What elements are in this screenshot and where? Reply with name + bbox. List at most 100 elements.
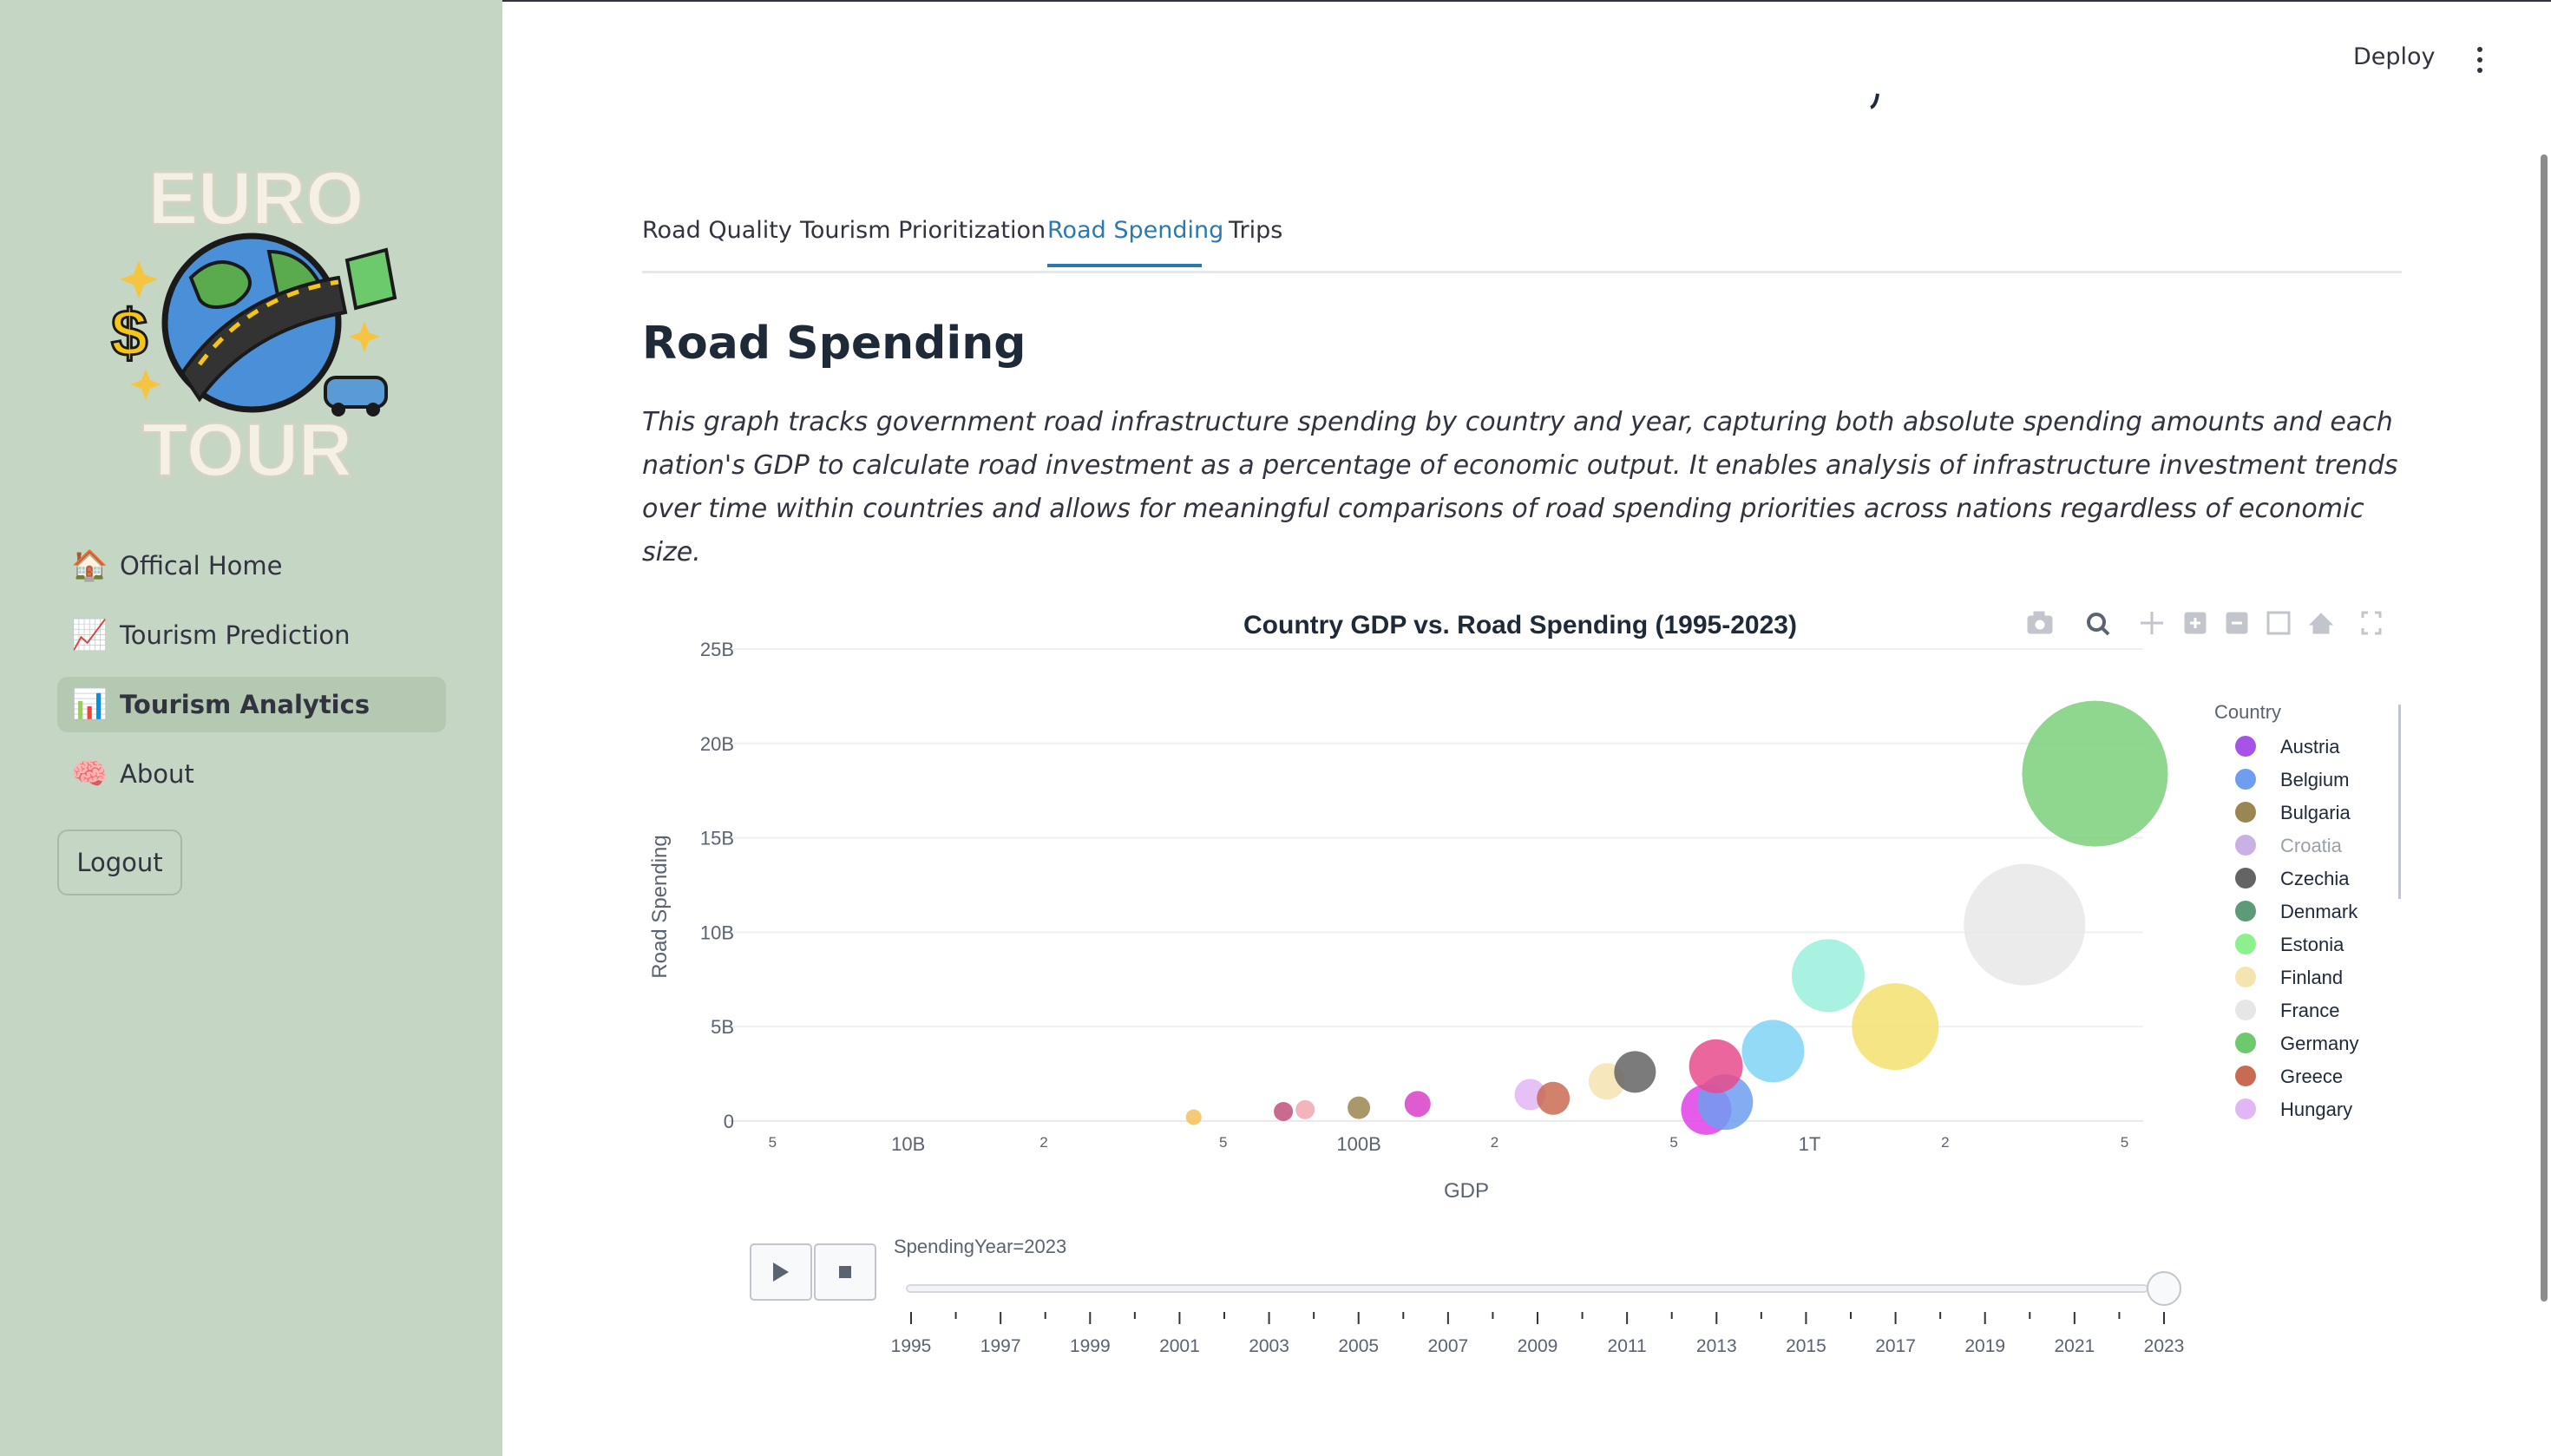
y-tick-label: 0: [724, 1111, 734, 1132]
year-tick-label: 2001: [1159, 1336, 1200, 1356]
sidebar-item-about[interactable]: 🧠 About: [57, 746, 446, 802]
data-point: [1614, 1051, 1656, 1093]
year-tick-label: 1995: [891, 1336, 932, 1356]
top-border: [502, 0, 2551, 2]
year-tick-label: 2015: [1786, 1336, 1826, 1356]
legend-item-label[interactable]: France: [2280, 1000, 2339, 1021]
x-tick-label: 5: [1669, 1134, 1677, 1151]
year-tick-label: 2013: [1696, 1336, 1737, 1356]
legend-marker: [2235, 1099, 2256, 1119]
year-slider-ticks: 1995 1997 1999 2001 2003 2005 2007 2009 2011 2013…: [891, 1312, 2185, 1356]
year-tick-label: 2003: [1249, 1336, 1289, 1356]
chart-title: Country GDP vs. Road Spending (1995-2023…: [1243, 611, 1797, 639]
sidebar-item-tourism-prediction[interactable]: 📈 Tourism Prediction: [57, 607, 446, 663]
animation-controls: SpendingYear=2023 1995 1997 1999 2001 2003 20…: [750, 1236, 2185, 1356]
legend-marker: [2235, 934, 2256, 954]
legend-marker: [2235, 901, 2256, 921]
year-tick-label: 2007: [1427, 1336, 1468, 1356]
legend-item-label[interactable]: Greece: [2280, 1066, 2343, 1087]
x-tick-label: 2: [1039, 1134, 1047, 1151]
x-tick-label: 5: [769, 1134, 777, 1151]
tab-tourism-prioritization[interactable]: Tourism Prioritization: [800, 217, 1046, 244]
data-point: [1185, 1109, 1202, 1125]
sidebar-item-label: Offical Home: [120, 551, 283, 580]
y-tick-label: 10B: [700, 921, 734, 943]
year-tick-label: 1999: [1070, 1336, 1111, 1356]
bar-chart-icon: 📊: [71, 687, 108, 722]
legend-item-label[interactable]: Germany: [2280, 1033, 2358, 1054]
zoom-in-icon[interactable]: [2184, 612, 2207, 634]
sidebar-item-tourism-analytics[interactable]: 📊 Tourism Analytics: [57, 677, 446, 732]
legend-item-label[interactable]: Estonia: [2280, 934, 2344, 955]
scatter-chart[interactable]: Country GDP vs. Road Spending (1995-2023…: [642, 599, 2412, 1380]
sidebar-item-label: Tourism Analytics: [120, 690, 371, 719]
kebab-menu-icon[interactable]: [2471, 43, 2489, 78]
clipped-heading-fragment: [1870, 93, 1879, 109]
legend-item-label[interactable]: Finland: [2280, 967, 2343, 988]
house-icon: 🏠: [71, 548, 108, 583]
legend-item-label[interactable]: Denmark: [2280, 901, 2358, 922]
camera-icon[interactable]: [2027, 611, 2053, 634]
legend-item-label[interactable]: Belgium: [2280, 769, 2349, 790]
legend-item-label[interactable]: Croatia: [2280, 835, 2343, 856]
legend-marker: [2235, 736, 2256, 757]
data-point: [1741, 1020, 1805, 1083]
pan-icon[interactable]: [2141, 612, 2163, 634]
legend-marker: [2235, 1000, 2256, 1020]
reset-axes-icon[interactable]: [2308, 613, 2334, 634]
y-tick-label: 5B: [711, 1016, 734, 1038]
year-slider-handle[interactable]: [2147, 1271, 2181, 1306]
year-tick-label: 2011: [1608, 1336, 1647, 1356]
data-point: [1852, 983, 1939, 1071]
legend-item-label[interactable]: Hungary: [2280, 1099, 2352, 1120]
frame-label: SpendingYear=2023: [894, 1236, 1066, 1257]
sidebar-item-official-home[interactable]: 🏠 Offical Home: [57, 538, 446, 594]
data-point: [1689, 1039, 1743, 1093]
zoom-out-icon[interactable]: [2226, 612, 2248, 634]
data-point: [1964, 863, 2086, 986]
sidebar: EURO TOUR $ 🏠 Offical Home 📈 Tourism Pre…: [0, 0, 502, 1456]
x-tick-label: 5: [2121, 1134, 2128, 1151]
tab-trips[interactable]: Trips: [1229, 217, 1283, 244]
year-tick-label: 2021: [2054, 1336, 2095, 1356]
chart-legend: Country Austria Belgium Bulgaria Croatia Cze…: [2214, 701, 2401, 1120]
y-axis: 0 5B 10B 15B 20B 25B: [700, 639, 734, 1132]
legend-item-label[interactable]: Bulgaria: [2280, 802, 2351, 823]
legend-scrollbar[interactable]: [2398, 705, 2401, 899]
legend-item-label[interactable]: Czechia: [2280, 868, 2350, 889]
page-title: Road Spending: [642, 318, 1026, 370]
tab-bar: Road Quality Tourism Prioritization Road…: [642, 207, 2402, 273]
data-point: [1791, 939, 1865, 1013]
x-axis: 5 10B 2 5 100B 2 5 1T 2 5: [769, 1133, 2129, 1155]
x-axis-label: GDP: [1444, 1179, 1489, 1203]
data-point: [1348, 1096, 1371, 1119]
legend-marker: [2235, 835, 2256, 856]
logout-button[interactable]: Logout: [57, 830, 182, 895]
sidebar-item-label: Tourism Prediction: [120, 620, 351, 650]
year-tick-label: 2009: [1518, 1336, 1558, 1356]
data-points: [1185, 700, 2168, 1135]
fullscreen-icon[interactable]: [2361, 611, 2382, 635]
year-tick-label: 2023: [2144, 1336, 2185, 1356]
logo-top-text: EURO: [148, 157, 364, 240]
page-scrollbar[interactable]: [2541, 154, 2548, 1302]
play-icon: [773, 1263, 789, 1282]
legend-item-label[interactable]: Austria: [2280, 736, 2340, 758]
y-tick-label: 25B: [700, 639, 734, 660]
tab-road-quality[interactable]: Road Quality: [642, 217, 792, 244]
year-tick-label: 2019: [1964, 1336, 2005, 1356]
x-tick-label: 2: [1491, 1134, 1498, 1151]
zoom-icon[interactable]: [2087, 613, 2110, 636]
x-tick-label: 2: [1941, 1134, 1949, 1151]
data-point: [1295, 1099, 1315, 1119]
legend-marker: [2235, 1033, 2256, 1053]
tab-road-spending[interactable]: Road Spending: [1047, 217, 1224, 244]
year-slider-track[interactable]: [906, 1284, 2148, 1293]
year-tick-label: 2005: [1338, 1336, 1379, 1356]
deploy-button[interactable]: Deploy: [2353, 43, 2436, 70]
x-tick-label: 10B: [891, 1133, 925, 1155]
legend-marker: [2235, 1066, 2256, 1086]
x-tick-label: 1T: [1799, 1133, 1821, 1155]
y-axis-label: Road Spending: [648, 835, 672, 978]
autoscale-icon[interactable]: [2266, 611, 2291, 635]
